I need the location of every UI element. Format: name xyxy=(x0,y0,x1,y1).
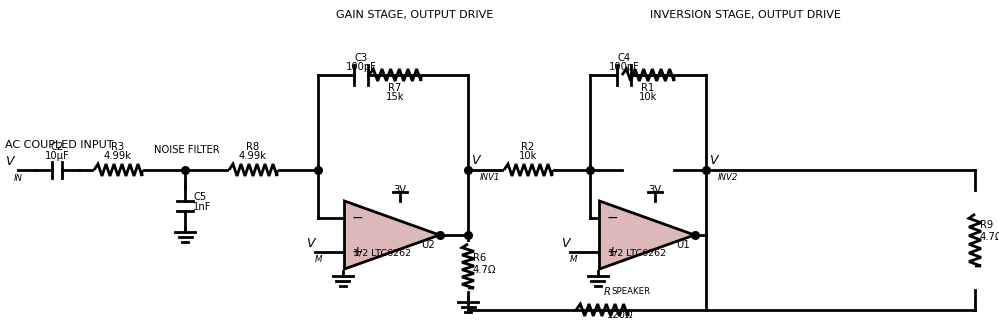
Polygon shape xyxy=(599,201,694,269)
Text: −: − xyxy=(606,211,618,225)
Text: SPEAKER: SPEAKER xyxy=(611,288,650,297)
Polygon shape xyxy=(345,201,440,269)
Text: 1/2 LTC6262: 1/2 LTC6262 xyxy=(353,248,411,258)
Text: 10k: 10k xyxy=(518,151,537,161)
Text: 120Ω: 120Ω xyxy=(607,310,633,320)
Text: NOISE FILTER: NOISE FILTER xyxy=(154,145,220,155)
Text: V: V xyxy=(561,237,569,250)
Text: +: + xyxy=(352,245,363,259)
Text: R6: R6 xyxy=(473,253,487,263)
Text: C4: C4 xyxy=(617,53,630,63)
Text: R7: R7 xyxy=(389,83,402,93)
Text: R8: R8 xyxy=(247,142,260,152)
Text: U1: U1 xyxy=(675,240,689,250)
Text: 100pF: 100pF xyxy=(608,62,639,72)
Text: 3V: 3V xyxy=(648,185,661,195)
Text: V: V xyxy=(709,154,717,167)
Text: 4.7Ω: 4.7Ω xyxy=(980,232,999,242)
Text: 10k: 10k xyxy=(638,92,657,102)
Text: V: V xyxy=(471,154,480,167)
Text: M: M xyxy=(315,255,323,264)
Text: V: V xyxy=(306,237,315,250)
Text: INV1: INV1 xyxy=(480,173,500,182)
Text: C3: C3 xyxy=(355,53,368,63)
Text: C2: C2 xyxy=(50,142,64,152)
Text: C5: C5 xyxy=(193,192,206,202)
Text: R1: R1 xyxy=(641,83,654,93)
Text: R2: R2 xyxy=(521,142,534,152)
Text: R: R xyxy=(604,287,611,297)
Text: 1nF: 1nF xyxy=(193,202,212,212)
Text: 3V: 3V xyxy=(394,185,407,195)
Text: R9: R9 xyxy=(980,220,993,230)
Text: 10μF: 10μF xyxy=(45,151,69,161)
Text: −: − xyxy=(352,211,363,225)
Text: 4.99k: 4.99k xyxy=(104,151,132,161)
Text: M: M xyxy=(570,255,577,264)
Text: 4.7Ω: 4.7Ω xyxy=(473,265,497,275)
Text: GAIN STAGE, OUTPUT DRIVE: GAIN STAGE, OUTPUT DRIVE xyxy=(337,10,494,20)
Text: 1/2 LTC6262: 1/2 LTC6262 xyxy=(608,248,666,258)
Text: +: + xyxy=(606,245,618,259)
Text: 4.99k: 4.99k xyxy=(239,151,267,161)
Text: V: V xyxy=(5,155,14,168)
Text: INV2: INV2 xyxy=(718,173,738,182)
Text: IN: IN xyxy=(14,174,23,183)
Text: AC COUPLED INPUT: AC COUPLED INPUT xyxy=(5,140,114,150)
Text: INVERSION STAGE, OUTPUT DRIVE: INVERSION STAGE, OUTPUT DRIVE xyxy=(649,10,840,20)
Text: U2: U2 xyxy=(421,240,435,250)
Text: 15k: 15k xyxy=(386,92,405,102)
Text: 100pF: 100pF xyxy=(346,62,377,72)
Text: R3: R3 xyxy=(112,142,125,152)
